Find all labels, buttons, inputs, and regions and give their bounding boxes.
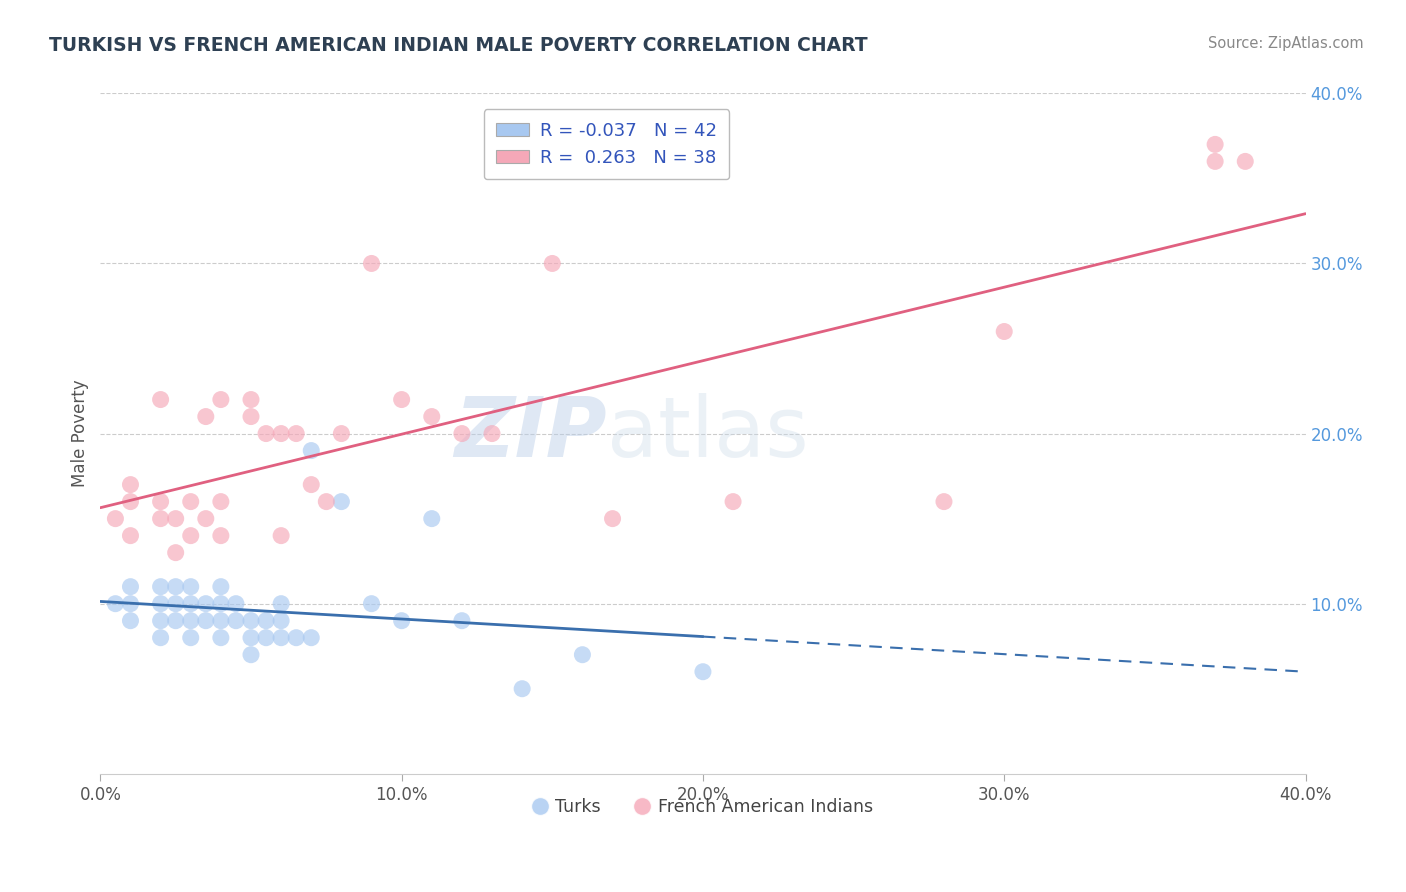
Point [104,511,127,525]
Point [209,614,232,628]
Point [209,494,232,508]
Point [270,528,292,542]
Point [254,426,277,441]
Point [1204,154,1226,169]
Point [120,597,142,611]
Point [120,494,142,508]
Point [721,494,744,508]
Point [270,597,292,611]
Point [120,580,142,594]
Point [993,325,1015,339]
Point [209,392,232,407]
Point [330,494,353,508]
Point [330,426,353,441]
Point [240,392,263,407]
Point [602,511,624,525]
Point [194,614,217,628]
Point [299,631,322,645]
Point [165,614,187,628]
Point [420,409,443,424]
Point [165,580,187,594]
Point [180,580,202,594]
Point [270,426,292,441]
Point [254,631,277,645]
Point [360,256,382,270]
Text: TURKISH VS FRENCH AMERICAN INDIAN MALE POVERTY CORRELATION CHART: TURKISH VS FRENCH AMERICAN INDIAN MALE P… [49,36,868,54]
Point [104,597,127,611]
Point [299,443,322,458]
Point [420,511,443,525]
Point [240,409,263,424]
Point [932,494,955,508]
Point [180,494,202,508]
Point [315,494,337,508]
Point [391,614,413,628]
Point [149,392,172,407]
Point [209,597,232,611]
Point [510,681,533,696]
Point [541,256,564,270]
Point [149,614,172,628]
Point [194,597,217,611]
Text: ZIP: ZIP [454,393,606,474]
Point [571,648,593,662]
Point [149,511,172,525]
Point [299,477,322,491]
Point [165,511,187,525]
Point [149,580,172,594]
Point [209,528,232,542]
Point [180,631,202,645]
Point [451,426,474,441]
Point [1204,137,1226,152]
Legend: Turks, French American Indians: Turks, French American Indians [526,791,880,823]
Point [692,665,714,679]
Text: Source: ZipAtlas.com: Source: ZipAtlas.com [1208,36,1364,51]
Point [209,631,232,645]
Point [149,597,172,611]
Point [225,614,247,628]
Point [165,597,187,611]
Point [180,614,202,628]
Point [225,597,247,611]
Point [120,477,142,491]
Point [194,409,217,424]
Point [240,631,263,645]
Point [209,580,232,594]
Point [270,614,292,628]
Y-axis label: Male Poverty: Male Poverty [72,380,89,487]
Point [270,631,292,645]
Point [120,614,142,628]
Point [180,597,202,611]
Point [285,426,308,441]
Point [391,392,413,407]
Point [194,511,217,525]
Point [1234,154,1257,169]
Point [180,528,202,542]
Point [165,546,187,560]
Point [254,614,277,628]
Point [451,614,474,628]
Point [481,426,503,441]
Text: atlas: atlas [606,393,808,474]
Point [285,631,308,645]
Point [120,528,142,542]
Point [240,614,263,628]
Point [240,648,263,662]
Point [360,597,382,611]
Point [149,631,172,645]
Point [149,494,172,508]
